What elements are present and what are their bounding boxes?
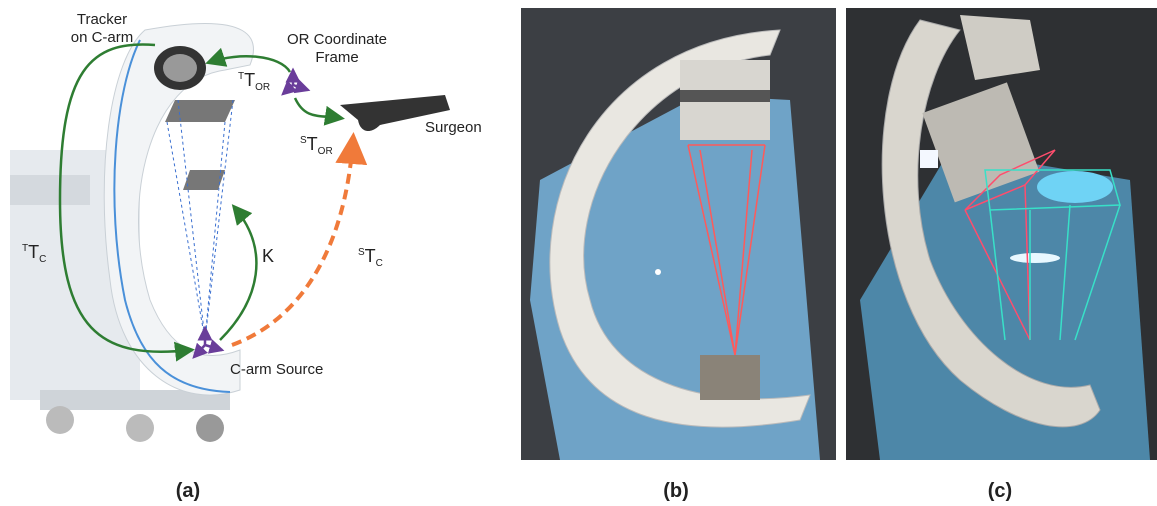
detector bbox=[165, 100, 235, 122]
transform-base: T bbox=[365, 246, 376, 266]
transform-base: T bbox=[28, 242, 39, 262]
photo-c bbox=[846, 8, 1157, 460]
caption: (b) bbox=[663, 480, 689, 502]
panel-a bbox=[10, 23, 450, 442]
wheel bbox=[46, 406, 74, 434]
frame-label: Frame bbox=[315, 49, 358, 66]
phantom bbox=[700, 355, 760, 400]
tracker-label: Tracker bbox=[77, 11, 127, 28]
transform-label: STC bbox=[358, 246, 383, 269]
frame-label: OR Coordinate bbox=[287, 31, 387, 48]
wheel bbox=[196, 414, 224, 442]
light bbox=[920, 150, 938, 168]
tracker-label: on C-arm bbox=[71, 29, 134, 46]
surgeon-arrow bbox=[232, 140, 353, 345]
transform-sub: OR bbox=[318, 146, 333, 157]
source-label: C-arm Source bbox=[230, 361, 323, 378]
transform-label: TTOR bbox=[238, 70, 270, 93]
tracker-inner bbox=[163, 54, 197, 82]
caption: (a) bbox=[176, 480, 200, 502]
hologram-plane bbox=[1010, 253, 1060, 263]
photo-b bbox=[521, 8, 836, 460]
transform-sub: C bbox=[376, 258, 383, 269]
transform-base: T bbox=[244, 70, 255, 90]
surgeon-label: Surgeon bbox=[425, 119, 482, 136]
transform-base: T bbox=[307, 134, 318, 154]
transform-sub: C bbox=[39, 254, 46, 265]
tracker-band bbox=[680, 90, 770, 102]
x-ray-beams bbox=[167, 100, 233, 340]
transform-base: K bbox=[262, 246, 274, 266]
cart-panel bbox=[10, 175, 90, 205]
transform-label: K bbox=[262, 246, 274, 266]
transform-label: STOR bbox=[300, 134, 333, 157]
light bbox=[655, 269, 661, 275]
figure: Tracker on C-arm OR Coordinate Frame Sur… bbox=[0, 0, 1157, 506]
image-plane bbox=[183, 170, 225, 190]
transform-sub: OR bbox=[255, 82, 270, 93]
wheel bbox=[126, 414, 154, 442]
caption: (c) bbox=[988, 480, 1012, 502]
hologram-image bbox=[1037, 171, 1113, 203]
